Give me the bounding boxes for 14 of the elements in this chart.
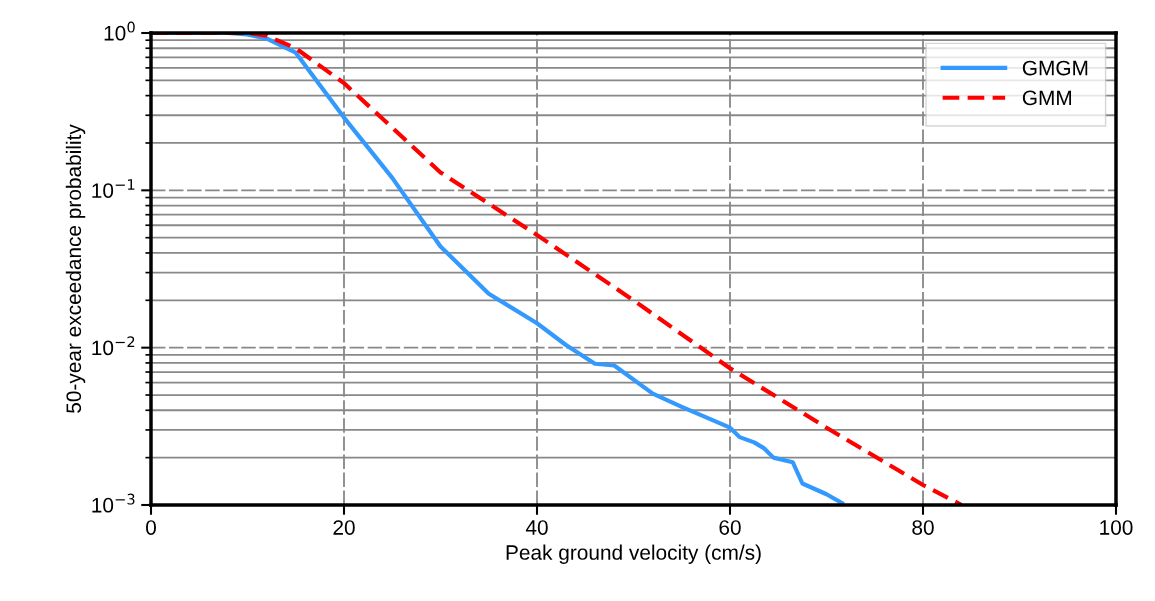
x-tick-label: 0 (146, 520, 156, 535)
x-tick-label: 100 (1100, 520, 1133, 535)
legend-label: GMM (1022, 90, 1071, 106)
x-axis-title: Peak ground velocity (cm/s) (506, 544, 761, 564)
x-tick-label: 60 (719, 520, 741, 535)
x-tick-label: 80 (912, 520, 934, 535)
y-tick-label: 10$^{−2}$ (92, 336, 135, 356)
legend-label: GMGM (1022, 60, 1088, 76)
x-tick-label: 40 (525, 520, 548, 535)
y-tick-label: 10$^{−1}$ (92, 179, 135, 198)
x-tick-label: 20 (333, 520, 355, 535)
y-tick-label: 10$^{0}$ (104, 21, 135, 41)
y-tick-label: 10$^{−3}$ (92, 493, 135, 513)
y-axis-title: 50-year exceedance probability (65, 124, 86, 413)
